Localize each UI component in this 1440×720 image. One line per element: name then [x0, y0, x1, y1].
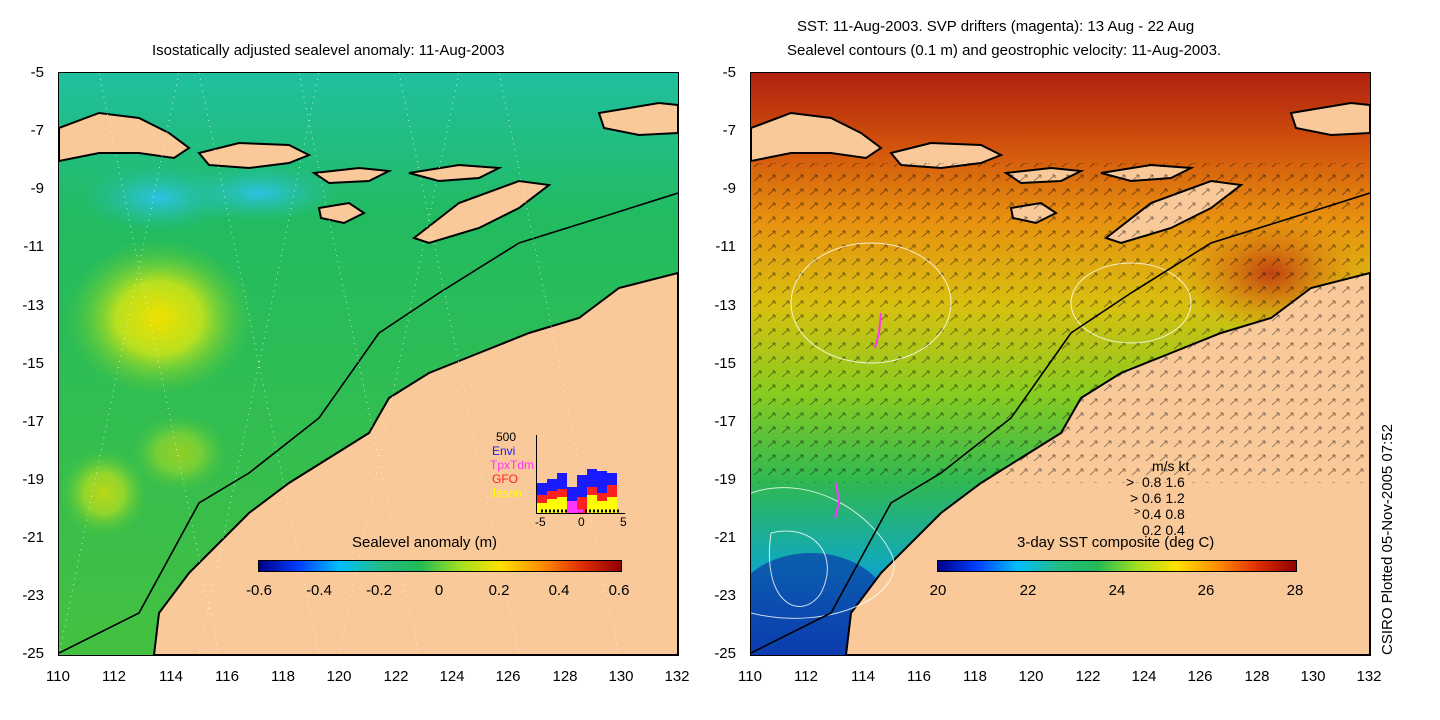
velocity-key-row: 0.8 1.6 [1142, 474, 1185, 490]
left-lat-label: -23 [22, 587, 44, 604]
right-lon-label: 112 [794, 668, 818, 685]
inset-legend-envi: Envi [492, 444, 516, 458]
sealevel-colorbar-tick: -0.2 [366, 582, 392, 599]
right-lat-label: -9 [722, 180, 736, 197]
sst-colorbar-title: 3-day SST composite (deg C) [1017, 534, 1215, 551]
inset-legend-gfo: GFO [492, 472, 518, 486]
right-lon-label: 110 [738, 668, 762, 685]
sst-colorbar-tick: 22 [1019, 582, 1037, 599]
left-lon-label: 130 [608, 668, 634, 685]
inset-xtick: 0 [578, 515, 585, 529]
sst-colorbar [937, 560, 1297, 572]
left-lat-label: -21 [22, 529, 44, 546]
right-lat-label: -11 [715, 238, 736, 255]
right-lon-label: 124 [1131, 668, 1157, 685]
left-lat-label: -17 [22, 413, 44, 430]
right-lat-label: -17 [714, 413, 736, 430]
right-lon-label: 128 [1244, 668, 1270, 685]
left-lat-label: -19 [22, 471, 44, 488]
left-lon-label: 128 [552, 668, 578, 685]
right-lat-label: -15 [714, 355, 736, 372]
inset-legend-jason: Jason [490, 486, 523, 500]
velocity-key-row: 0.4 0.8 [1142, 506, 1185, 522]
inset-bar-chart [536, 435, 625, 514]
right-lat-label: -5 [722, 64, 736, 81]
left-lon-label: 110 [46, 668, 70, 685]
sealevel-colorbar-tick: -0.4 [306, 582, 332, 599]
velocity-key-arrow: > [1126, 474, 1135, 490]
sealevel-colorbar-tick: -0.6 [246, 582, 272, 599]
right-lon-label: 116 [907, 668, 931, 685]
velocity-key-arrow: > [1130, 490, 1139, 506]
right-lon-label: 122 [1075, 668, 1101, 685]
sealevel-colorbar-tick: 0.4 [548, 582, 570, 599]
credit-label: CSIRO Plotted 05-Nov-2005 07:52 [1379, 424, 1396, 655]
left-lon-label: 118 [271, 668, 295, 685]
sealevel-map-graphic [59, 73, 678, 655]
right-lat-label: -25 [714, 645, 736, 662]
left-lat-label: -15 [22, 355, 44, 372]
left-lon-label: 126 [495, 668, 521, 685]
right-panel-title-line2: Sealevel contours (0.1 m) and geostrophi… [787, 42, 1222, 59]
left-lat-label: -25 [22, 645, 44, 662]
velocity-key-row: 0.2 0.4 [1142, 522, 1185, 538]
right-panel-title-line1: SST: 11-Aug-2003. SVP drifters (magenta)… [797, 18, 1195, 35]
right-lon-label: 118 [963, 668, 987, 685]
right-lon-label: 126 [1187, 668, 1213, 685]
left-lon-label: 132 [664, 668, 690, 685]
left-lat-label: -9 [30, 180, 44, 197]
inset-legend-tpxtdm: TpxTdm [490, 458, 535, 472]
inset-xtick: 5 [620, 515, 627, 529]
left-lat-label: -5 [30, 64, 44, 81]
inset-ymax-label: 500 [496, 430, 517, 444]
sealevel-colorbar-tick: 0.6 [608, 582, 630, 599]
right-lon-label: 120 [1018, 668, 1044, 685]
inset-bars [537, 469, 621, 513]
sst-map-graphic [751, 73, 1370, 655]
left-lat-label: -7 [30, 122, 44, 139]
sst-colorbar-tick: 28 [1286, 582, 1304, 599]
right-lat-label: -19 [714, 471, 736, 488]
right-lat-label: -13 [714, 297, 736, 314]
left-lon-label: 120 [326, 668, 352, 685]
sealevel-colorbar [258, 560, 622, 572]
sealevel-colorbar-tick: 0 [434, 582, 444, 599]
right-lat-label: -23 [714, 587, 736, 604]
left-lon-label: 124 [439, 668, 465, 685]
sst-colorbar-tick: 24 [1108, 582, 1126, 599]
sst-colorbar-tick: 26 [1197, 582, 1215, 599]
sst-colorbar-tick: 20 [929, 582, 947, 599]
sealevel-anomaly-map [58, 72, 679, 656]
velocity-key-arrow: > [1134, 506, 1141, 518]
left-lat-label: -13 [22, 297, 44, 314]
right-lat-label: -7 [722, 122, 736, 139]
left-panel-title: Isostatically adjusted sealevel anomaly:… [152, 42, 505, 59]
left-lon-label: 112 [102, 668, 126, 685]
right-lon-label: 130 [1300, 668, 1326, 685]
velocity-key-header: m/s kt [1152, 458, 1190, 474]
sealevel-colorbar-title: Sealevel anomaly (m) [352, 534, 498, 551]
inset-xtick: -5 [535, 515, 546, 529]
left-lon-label: 122 [383, 668, 409, 685]
right-lon-label: 132 [1356, 668, 1382, 685]
velocity-key-row: 0.6 1.2 [1142, 490, 1185, 506]
left-lon-label: 116 [215, 668, 239, 685]
right-lat-label: -21 [714, 529, 736, 546]
sealevel-colorbar-tick: 0.2 [488, 582, 510, 599]
left-lat-label: -11 [23, 238, 44, 255]
sst-map [750, 72, 1371, 656]
left-lon-label: 114 [159, 668, 183, 685]
right-lon-label: 114 [851, 668, 875, 685]
